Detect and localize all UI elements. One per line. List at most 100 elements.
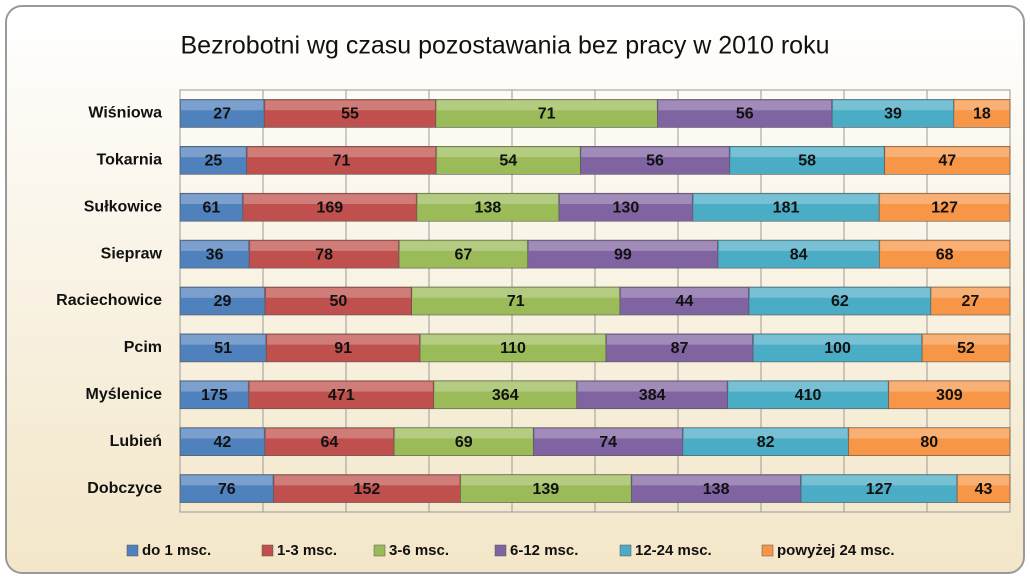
data-label: 52: [957, 340, 975, 357]
bar-highlight: [247, 147, 436, 158]
bar-segment: [264, 286, 412, 316]
legend-label: 1-3 msc.: [277, 542, 337, 559]
data-label: 61: [203, 199, 221, 216]
data-label: 71: [507, 293, 525, 310]
data-label: 139: [532, 481, 559, 498]
data-label: 130: [613, 199, 640, 216]
bar-highlight: [436, 100, 657, 111]
bar-segment: [435, 99, 658, 128]
bar-highlight: [181, 100, 264, 111]
data-label: 25: [204, 153, 222, 170]
bar-highlight: [658, 100, 832, 111]
bar-segment: [630, 474, 802, 503]
bar-segment: [576, 380, 728, 410]
data-label: 71: [538, 106, 556, 123]
data-label: 127: [931, 199, 958, 216]
legend-swatch: [126, 544, 139, 557]
bar-highlight: [181, 475, 273, 486]
bar-segment: [879, 239, 1011, 269]
data-label: 181: [773, 199, 800, 216]
bar-highlight: [885, 147, 1009, 158]
y-tick-label: Myślenice: [86, 386, 163, 403]
data-label: 78: [315, 246, 333, 263]
chart-title: Bezrobotni wg czasu pozostawania bez pra…: [181, 32, 830, 60]
data-label: 69: [455, 434, 473, 451]
bar-segment: [398, 239, 529, 269]
bar-segment: [888, 380, 1011, 410]
bar-highlight: [265, 428, 394, 439]
bar-highlight: [243, 194, 416, 205]
bar-segment: [179, 192, 244, 222]
bar-highlight: [181, 288, 265, 298]
y-tick-label: Pcim: [124, 339, 162, 356]
data-label: 138: [703, 481, 730, 498]
data-label: 364: [492, 387, 519, 404]
bar-highlight: [931, 288, 1009, 298]
bar-segment: [956, 474, 1011, 503]
data-label: 71: [333, 153, 351, 170]
data-label: 51: [214, 340, 232, 357]
bar-highlight: [528, 241, 717, 251]
bar-highlight: [620, 288, 748, 298]
bar-segment: [884, 146, 1011, 175]
bar-segment: [558, 192, 694, 222]
legend-swatch: [619, 544, 632, 557]
data-label: 55: [341, 106, 359, 123]
data-label: 127: [866, 481, 893, 498]
bar-highlight: [730, 147, 884, 158]
data-label: 36: [206, 246, 224, 263]
bar-segment: [393, 427, 534, 456]
data-label: 62: [831, 293, 849, 310]
data-label: 64: [321, 434, 339, 451]
bar-highlight: [577, 381, 727, 392]
bar-highlight: [889, 381, 1009, 392]
legend-label: do 1 msc.: [142, 542, 211, 559]
bar-segment: [848, 427, 1011, 456]
y-tick-label: Dobczyce: [87, 480, 162, 497]
bar-highlight: [728, 381, 888, 392]
bar-highlight: [181, 147, 246, 158]
data-label: 175: [201, 387, 228, 404]
bar-highlight: [181, 334, 266, 345]
bar-highlight: [958, 475, 1009, 486]
bar-segment: [930, 286, 1011, 316]
legend-label: powyżej 24 msc.: [777, 542, 895, 559]
bar-highlight: [395, 428, 533, 439]
bar-highlight: [801, 475, 957, 486]
bar-highlight: [249, 381, 433, 392]
bar-highlight: [250, 241, 399, 251]
bar-segment: [727, 380, 889, 410]
bar-highlight: [683, 428, 848, 439]
bar-highlight: [267, 334, 420, 345]
data-label: 99: [614, 246, 632, 263]
bar-segment: [533, 427, 684, 456]
bar-highlight: [274, 475, 460, 486]
bar-segment: [605, 333, 754, 363]
bar-segment: [273, 474, 461, 503]
bar-segment: [265, 333, 421, 363]
y-tick-label: Tokarnia: [97, 152, 163, 169]
bar-highlight: [534, 428, 682, 439]
bar-segment: [419, 333, 607, 363]
bar-highlight: [754, 334, 922, 345]
bar-highlight: [559, 194, 692, 205]
data-label: 29: [214, 293, 232, 310]
bar-segment: [242, 192, 418, 222]
bar-segment: [657, 99, 833, 128]
bar-highlight: [266, 288, 411, 298]
data-label: 152: [354, 481, 381, 498]
bar-highlight: [412, 288, 619, 298]
bar-segment: [953, 99, 1011, 128]
bar-segment: [411, 286, 621, 316]
bar-segment: [800, 474, 958, 503]
bar-highlight: [461, 475, 631, 486]
data-label: 50: [329, 293, 347, 310]
data-label: 80: [920, 434, 938, 451]
bar-highlight: [632, 475, 800, 486]
data-label: 110: [500, 340, 526, 357]
bar-highlight: [421, 334, 605, 345]
data-label: 47: [938, 153, 956, 170]
bar-highlight: [880, 194, 1009, 205]
bar-segment: [580, 146, 731, 175]
